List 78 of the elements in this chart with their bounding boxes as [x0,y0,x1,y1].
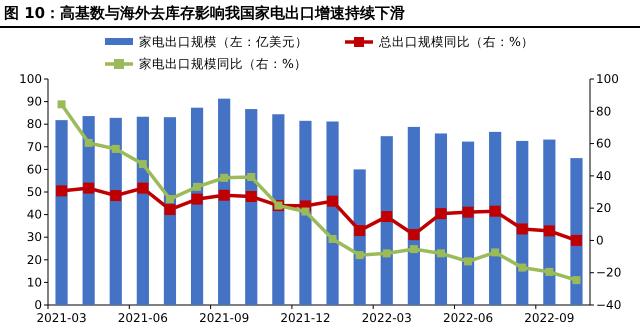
bar [543,140,556,305]
point [410,245,418,254]
y-tick-label: 80 [26,117,42,132]
point [356,251,364,260]
y2-tick-label: 20 [596,201,612,216]
point [544,225,555,236]
point [572,276,580,284]
point [56,185,68,196]
y-tick-label: 90 [26,94,42,109]
y-tick-label: 20 [26,252,42,267]
point [83,182,94,194]
y2-tick-label: 40 [596,168,612,183]
point [490,206,501,217]
point [570,234,582,246]
point [462,206,474,218]
bar [218,98,230,305]
point [164,204,176,216]
point [137,182,148,194]
bar [136,116,149,305]
point [464,257,472,266]
point [354,225,366,236]
legend-label: 总出口规模同比（右：%） [378,34,534,49]
point [58,100,66,108]
bar [326,121,339,305]
y2-tick-label: 100 [596,72,619,86]
point [436,249,445,258]
x-tick-label: 2021-12 [280,311,331,325]
legend-label: 家电出口规模同比（右：%） [139,56,307,71]
bar [380,136,393,305]
point [166,195,174,204]
y-tick-label: 30 [26,230,42,244]
legend-label: 家电出口规模（左：亿美元） [139,34,308,49]
bar [55,120,68,305]
x-tick-label: 2021-03 [36,311,87,325]
point [545,268,554,276]
y2-tick-label: 80 [596,104,612,118]
point [327,196,338,207]
point [381,211,392,222]
y2-tick-label: −20 [596,266,622,280]
chart-title: 图 10：高基数与海外去库存影响我国家电出口增速持续下滑 [4,4,406,22]
point [435,208,446,220]
point [192,194,203,205]
x-tick-label: 2021-09 [199,311,250,325]
point [382,249,391,258]
y-tick-label: 70 [26,140,42,154]
x-tick-label: 2022-06 [442,311,494,325]
point [220,174,228,182]
point [246,191,257,202]
x-tick-label: 2022-09 [524,311,574,325]
y-tick-label: 50 [26,185,42,199]
bar [299,120,312,305]
y-tick-label: 40 [26,208,42,222]
point [328,234,337,243]
point [518,264,526,272]
y2-tick-label: 0 [596,233,604,248]
bar [82,116,95,305]
point [112,144,120,153]
y2-tick-label: 60 [596,136,612,151]
bar [408,126,420,305]
point [247,172,256,181]
x-tick-label: 2021-06 [118,311,168,325]
point [84,138,93,147]
point [301,208,310,216]
point [193,182,202,191]
point [218,190,230,201]
y-tick-label: 10 [26,275,42,290]
y2-tick-label: −40 [596,298,622,312]
point [110,190,122,202]
bar [245,109,258,305]
y-tick-label: 0 [34,298,42,312]
y-tick-label: 100 [19,72,42,86]
point [491,248,500,256]
point [516,223,528,234]
bar [272,114,284,305]
point [408,229,420,240]
x-tick-label: 2022-03 [362,311,412,325]
point [138,160,147,168]
y-tick-label: 60 [26,162,42,176]
